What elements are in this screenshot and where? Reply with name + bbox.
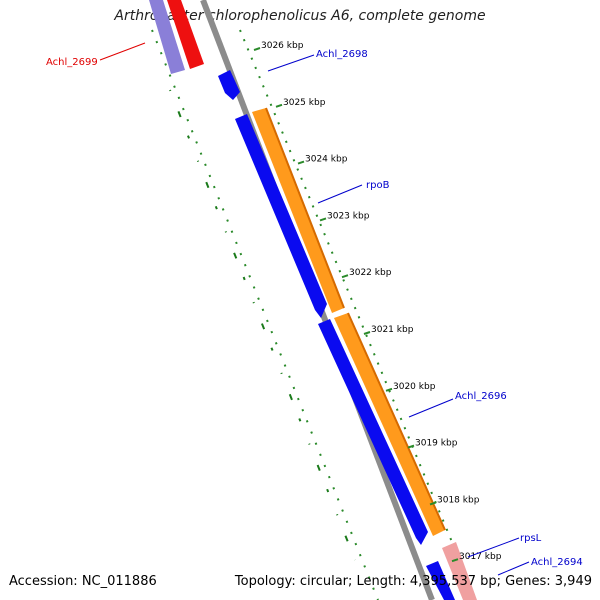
accession-label: Accession: NC_011886	[9, 574, 157, 589]
tick-mark	[451, 558, 459, 563]
gene-label-achl2696[interactable]: Achl_2696	[455, 391, 507, 402]
tick-label: 3018 kbp	[437, 495, 480, 505]
tick-group: 3026 kbp 3025 kbp 3024 kbp 3023 kbp 3022 kbp…	[253, 41, 502, 563]
tick-mark	[275, 103, 283, 108]
tick-label: 3021 kbp	[371, 325, 414, 335]
tick-mark	[407, 444, 415, 449]
tick-label: 3019 kbp	[415, 439, 458, 449]
tick-mark	[429, 501, 437, 506]
tick-label: 3025 kbp	[283, 98, 326, 108]
achl2694-leader-line	[497, 561, 530, 576]
achl2699-leader-line	[99, 42, 146, 61]
gene-label-rpoB[interactable]: rpoB	[366, 180, 390, 191]
tick-mark	[385, 387, 393, 392]
gene-achl2699-feature[interactable]	[149, 0, 185, 74]
tick-mark	[253, 47, 261, 51]
tick-mark	[297, 160, 305, 165]
gc-content-track	[239, 29, 477, 600]
gene-achl2696-blue-feature[interactable]	[318, 319, 428, 545]
tick-label: 3017 kbp	[459, 552, 502, 562]
gene-label-achl2698[interactable]: Achl_2698	[316, 49, 368, 60]
gene-label-achl2694[interactable]: Achl_2694	[531, 557, 583, 568]
tick-label: 3026 kbp	[261, 41, 304, 51]
gene-rpsL-feature[interactable]	[442, 542, 477, 600]
gene-achl2696-orange-feature[interactable]	[334, 313, 445, 536]
tick-label: 3022 kbp	[349, 268, 392, 278]
gene-rpoB-orange-feature[interactable]	[252, 108, 344, 313]
tick-label: 3020 kbp	[393, 382, 436, 392]
gene-achl2694-feature[interactable]	[426, 561, 455, 600]
tick-label: 3024 kbp	[305, 155, 348, 165]
achl2696-leader-line	[408, 398, 454, 418]
tick-mark	[341, 274, 349, 279]
rpoB-leader-line	[317, 184, 363, 204]
gene-achl2698-feature[interactable]	[218, 70, 240, 100]
achl2698-leader-line	[267, 54, 315, 72]
rpsL-leader-line	[467, 537, 520, 558]
gene-label-rpsL[interactable]: rpsL	[520, 533, 542, 544]
tick-label: 3023 kbp	[327, 211, 370, 221]
gene-label-achl2699[interactable]: Achl_2699	[46, 57, 98, 68]
gene-red-feature[interactable]	[167, 0, 204, 69]
tick-mark	[319, 217, 327, 222]
genome-summary-label: Topology: circular; Length: 4,395,537 bp…	[234, 574, 592, 589]
gc-skew-inner-track	[169, 89, 356, 561]
gene-rpoB-blue-feature[interactable]	[235, 114, 327, 318]
tick-mark	[363, 331, 371, 335]
